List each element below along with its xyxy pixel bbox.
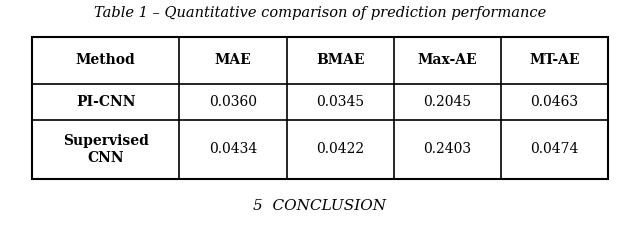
Text: 0.0463: 0.0463 <box>531 95 579 109</box>
Text: BMAE: BMAE <box>316 53 364 67</box>
Text: MAE: MAE <box>214 53 252 67</box>
Text: 0.2403: 0.2403 <box>423 142 471 156</box>
Text: Method: Method <box>76 53 136 67</box>
Text: 0.0474: 0.0474 <box>530 142 579 156</box>
Bar <box>32 37 608 179</box>
Text: 5  CONCLUSION: 5 CONCLUSION <box>253 199 387 213</box>
Text: 0.0360: 0.0360 <box>209 95 257 109</box>
Text: 0.0434: 0.0434 <box>209 142 257 156</box>
Text: PI-CNN: PI-CNN <box>76 95 136 109</box>
Text: Supervised
CNN: Supervised CNN <box>63 134 148 165</box>
Text: 0.0422: 0.0422 <box>316 142 364 156</box>
Text: 0.0345: 0.0345 <box>316 95 364 109</box>
Text: 0.2045: 0.2045 <box>423 95 471 109</box>
Text: Table 1 – Quantitative comparison of prediction performance: Table 1 – Quantitative comparison of pre… <box>94 6 546 20</box>
Text: MT-AE: MT-AE <box>529 53 580 67</box>
Text: Max-AE: Max-AE <box>417 53 477 67</box>
